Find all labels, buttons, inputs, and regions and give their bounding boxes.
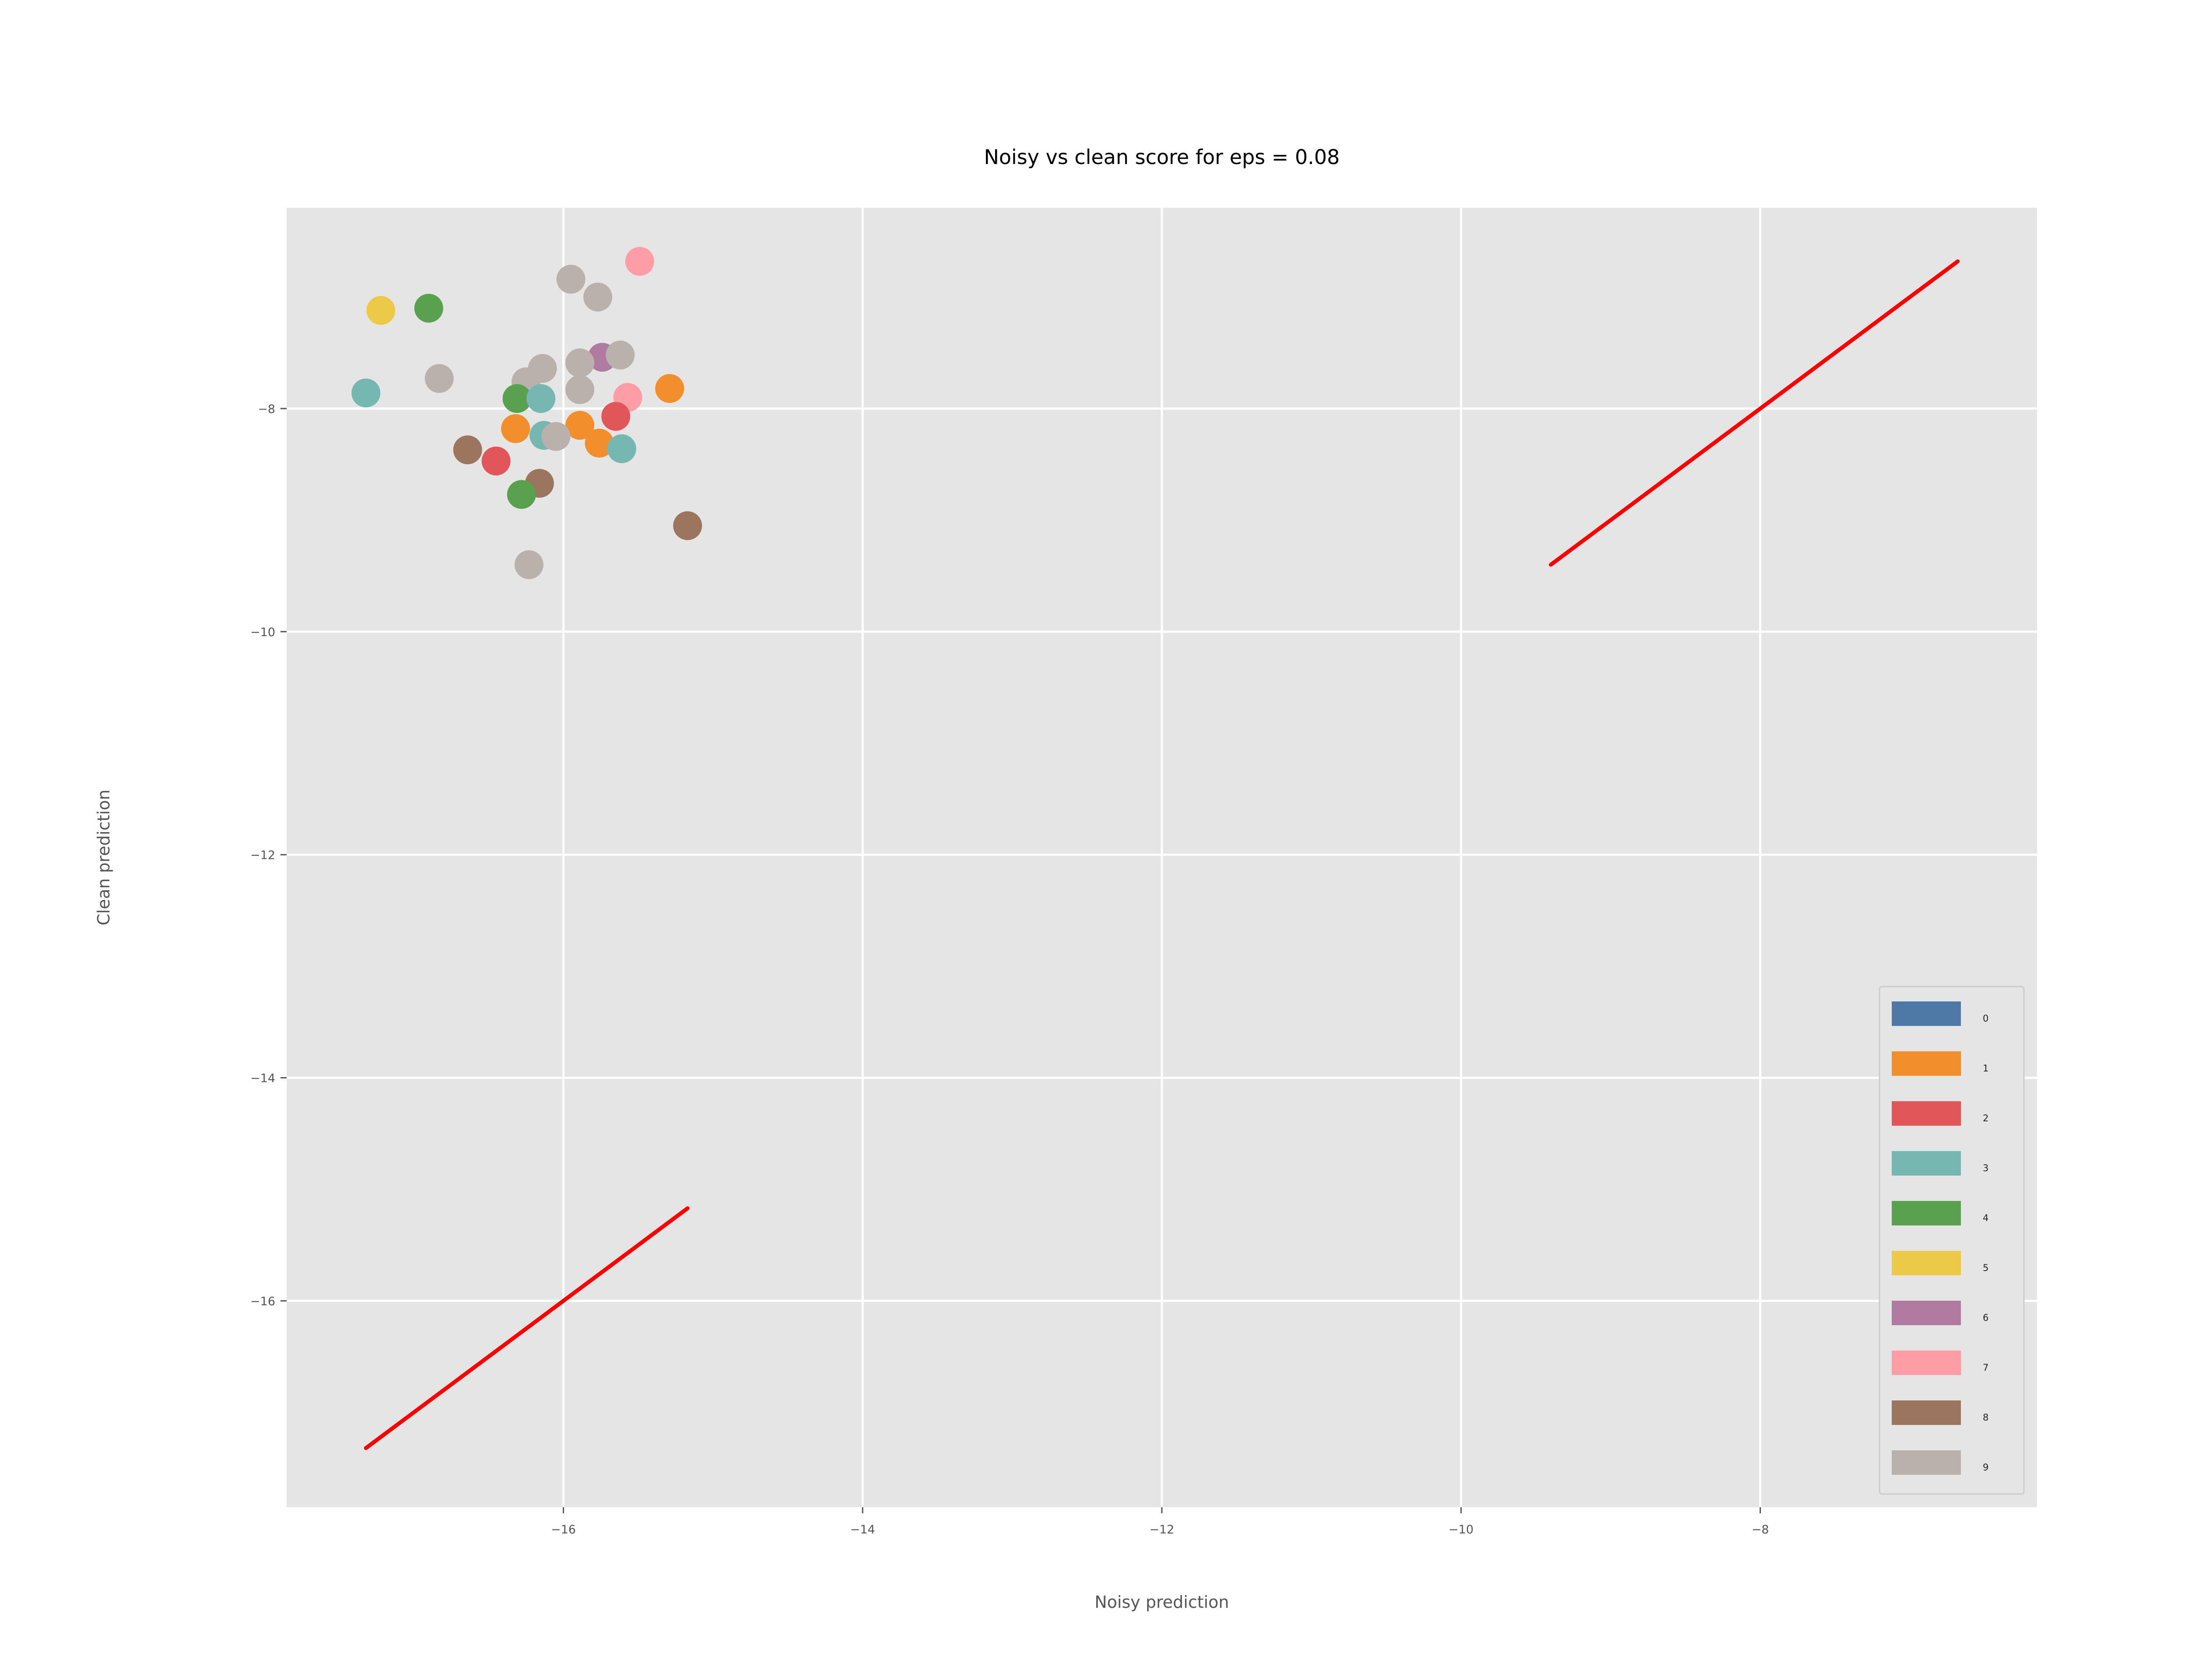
- legend: 0 1 2 3 4 5 6 7 8 9: [1879, 986, 2025, 1495]
- data-point: [541, 422, 571, 451]
- x-tick-label: −16: [551, 1523, 576, 1536]
- legend-label: 3: [1983, 1163, 1988, 1173]
- data-point: [655, 374, 684, 403]
- data-point: [481, 446, 511, 476]
- legend-label: 9: [1983, 1462, 1988, 1473]
- legend-label: 6: [1983, 1312, 1988, 1323]
- grid-lines: [287, 208, 2037, 1507]
- legend-label: 8: [1983, 1412, 1988, 1423]
- legend-label: 2: [1983, 1113, 1988, 1124]
- legend-label: 4: [1983, 1213, 1988, 1223]
- reference-line: [364, 1206, 690, 1450]
- legend-swatch: [1892, 1051, 1961, 1076]
- data-point: [414, 294, 443, 323]
- x-tick-label: −8: [1752, 1523, 1769, 1536]
- data-point: [556, 265, 586, 294]
- data-points: [351, 247, 702, 579]
- data-point: [565, 411, 595, 440]
- legend-label: 1: [1983, 1063, 1988, 1074]
- chart-title: Noisy vs clean score for eps = 0.08: [984, 145, 1339, 169]
- data-point: [601, 402, 631, 431]
- legend-swatch: [1892, 1151, 1961, 1176]
- data-point: [453, 435, 482, 465]
- legend-swatch: [1892, 1301, 1961, 1325]
- legend-swatch: [1892, 1001, 1961, 1026]
- data-point: [585, 428, 614, 458]
- legend-swatch: [1892, 1400, 1961, 1425]
- data-point: [565, 375, 595, 404]
- y-axis-label: Clean prediction: [94, 790, 113, 926]
- reference-line: [1549, 259, 1960, 567]
- y-tick-label: −14: [250, 1071, 275, 1085]
- legend-label: 7: [1983, 1362, 1988, 1373]
- data-point: [526, 384, 556, 413]
- data-point: [607, 434, 636, 463]
- data-point: [606, 340, 635, 370]
- legend-label: 0: [1983, 1013, 1988, 1024]
- data-point: [514, 550, 543, 579]
- x-axis-label: Noisy prediction: [1094, 1592, 1229, 1612]
- y-tick-label: −16: [250, 1295, 275, 1308]
- legend-swatch: [1892, 1251, 1961, 1275]
- data-point: [625, 247, 654, 276]
- y-tick-label: −12: [250, 849, 275, 862]
- legend-swatch: [1892, 1201, 1961, 1225]
- legend-swatch: [1892, 1101, 1961, 1126]
- x-tick-label: −10: [1448, 1523, 1473, 1536]
- data-point: [507, 480, 536, 509]
- x-tick-label: −14: [850, 1523, 875, 1536]
- data-point: [502, 384, 532, 413]
- y-tick-label: −10: [250, 626, 275, 639]
- data-point: [351, 378, 381, 408]
- y-tick-label: −8: [258, 402, 275, 416]
- data-point: [583, 282, 613, 312]
- reference-lines: [364, 259, 1960, 1450]
- data-point: [565, 348, 595, 378]
- data-point: [501, 414, 530, 443]
- data-point: [424, 364, 454, 393]
- legend-swatch: [1892, 1450, 1961, 1475]
- data-point: [366, 296, 396, 325]
- data-point: [673, 511, 702, 540]
- legend-label: 5: [1983, 1263, 1988, 1273]
- axis-ticks: −16 −14 −12 −10 −8 −8 −10 −12 −14 −16: [250, 402, 1769, 1536]
- x-tick-label: −12: [1150, 1523, 1175, 1536]
- legend-swatch: [1892, 1351, 1961, 1375]
